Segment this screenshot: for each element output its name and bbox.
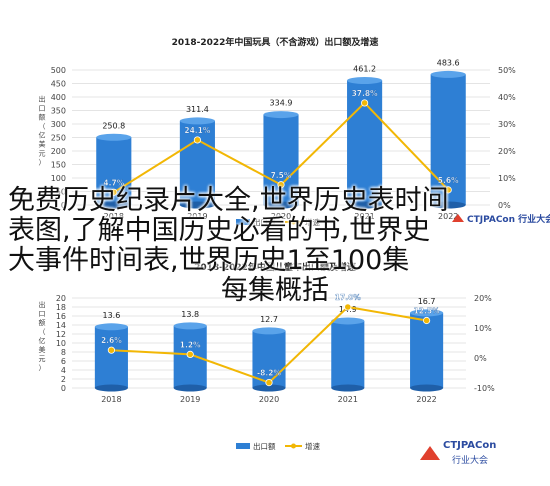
- bar-cap-2019: [174, 322, 207, 329]
- y-left-tick-label: 12: [56, 330, 66, 339]
- bar-2021: [331, 321, 364, 388]
- x-tick-label: 2018: [101, 395, 121, 404]
- overlay-line-1: 免费历史纪录片大全,世界历史表时间: [8, 185, 449, 216]
- y-right-tick-label: 50%: [498, 66, 516, 75]
- bar-cap-2018: [95, 323, 128, 330]
- y-left-axis-label-char: 美: [39, 345, 46, 354]
- overlay-line-3: 大事件时间表,世界历史1至100集: [8, 245, 409, 276]
- y-left-axis-label-char: ）: [39, 159, 46, 167]
- growth-value-label: -8.2%: [257, 369, 281, 378]
- y-left-tick-label: 8: [61, 348, 66, 357]
- growth-value-label: 37.8%: [352, 89, 379, 98]
- growth-point: [187, 351, 193, 357]
- bar-base-2018: [95, 385, 128, 392]
- badge-triangle-icon: [420, 446, 440, 460]
- y-left-tick-label: 6: [61, 357, 66, 366]
- y-left-tick-label: 500: [51, 66, 66, 75]
- y-left-axis-label-char: 出: [39, 95, 46, 104]
- bar-value-label: 461.2: [353, 64, 376, 73]
- legend-swatch-line-dot: [291, 444, 296, 449]
- bar-value-label: 483.6: [437, 58, 460, 67]
- y-right-tick-label: 10%: [474, 324, 492, 333]
- y-left-tick-label: 350: [51, 107, 66, 116]
- bar-value-label: 12.7: [260, 315, 278, 324]
- growth-value-label: 12.5%: [414, 307, 441, 316]
- bar-cap-2022: [431, 71, 466, 78]
- legend-label-bar: 出口额: [253, 441, 276, 451]
- growth-point: [108, 347, 114, 353]
- y-left-axis-label-char: 额: [39, 113, 46, 122]
- y-left-tick-label: 10: [56, 339, 66, 348]
- y-left-tick-label: 4: [61, 366, 66, 375]
- y-left-tick-label: 400: [51, 93, 66, 102]
- legend-swatch-bar: [236, 443, 250, 449]
- y-left-axis-label-char: （: [39, 328, 46, 336]
- y-right-tick-label: 0%: [474, 354, 487, 363]
- growth-value-label: 2.6%: [101, 336, 122, 345]
- bar-cap-2019: [180, 117, 215, 124]
- source-badge-bottom: 行业大会: [452, 454, 488, 466]
- y-left-axis-label-char: 亿: [39, 336, 46, 345]
- bar-2022: [410, 313, 443, 388]
- x-tick-label: 2020: [259, 395, 279, 404]
- y-right-tick-label: 40%: [498, 93, 516, 102]
- y-right-tick-label: 10%: [498, 174, 516, 183]
- y-left-axis-label-char: 额: [39, 318, 46, 327]
- x-tick-label: 2022: [416, 395, 436, 404]
- y-left-tick-label: 0: [61, 384, 66, 393]
- growth-point: [423, 317, 429, 323]
- bar-value-label: 250.8: [102, 121, 125, 130]
- legend-label-line: 增速: [305, 441, 320, 451]
- bar-cap-2020: [263, 111, 298, 118]
- bar-base-2021: [331, 385, 364, 392]
- y-left-tick-label: 300: [51, 120, 66, 129]
- chart-title: 2018-2022年中国玩具（不含游戏）出口额及增速: [172, 36, 379, 48]
- bar-value-label: 334.9: [270, 99, 293, 108]
- growth-value-label: 7.5%: [271, 171, 292, 180]
- growth-point: [194, 137, 200, 143]
- y-left-tick-label: 450: [51, 80, 66, 89]
- y-left-axis-label-char: 美: [39, 140, 46, 149]
- growth-value-label: 24.1%: [184, 126, 211, 135]
- bar-value-label: 13.8: [181, 310, 199, 319]
- y-left-tick-label: 150: [51, 161, 66, 170]
- y-right-tick-label: 20%: [498, 147, 516, 156]
- x-tick-label: 2019: [180, 395, 200, 404]
- bar-base-2019: [174, 385, 207, 392]
- y-right-tick-label: -10%: [474, 384, 495, 393]
- y-left-axis-label-char: （: [39, 123, 46, 131]
- y-left-axis-label-char: 元: [39, 150, 46, 158]
- y-left-tick-label: 16: [56, 312, 66, 321]
- y-right-tick-label: 30%: [498, 120, 516, 129]
- y-left-axis-label-char: 口: [39, 105, 46, 113]
- y-left-tick-label: 250: [51, 134, 66, 143]
- y-left-axis-label-char: 口: [39, 310, 46, 318]
- growth-value-label: 1.2%: [180, 340, 201, 349]
- y-left-tick-label: 14: [56, 321, 66, 330]
- y-left-axis-label-char: 亿: [39, 131, 46, 140]
- growth-value-label: 5.6%: [438, 176, 459, 185]
- source-badge-top: CTJPACon: [443, 440, 496, 451]
- y-left-axis-label-char: 元: [39, 355, 46, 363]
- y-left-tick-label: 100: [51, 174, 66, 183]
- bar-value-label: 13.6: [102, 311, 120, 320]
- bar-value-label: 311.4: [186, 105, 209, 114]
- overlay-line-4: 每集概括: [8, 276, 542, 306]
- y-left-tick-label: 200: [51, 147, 66, 156]
- overlay-headline[interactable]: 免费历史纪录片大全,世界历史表时间 表图,了解中国历史必看的书,世界史 大事件时…: [8, 186, 542, 306]
- bar-base-2022: [410, 385, 443, 392]
- bar-cap-2021: [347, 77, 382, 84]
- bar-cap-2020: [252, 327, 285, 334]
- growth-point: [361, 100, 367, 106]
- growth-point: [266, 379, 272, 385]
- bar-cap-2018: [96, 134, 131, 141]
- x-tick-label: 2021: [338, 395, 358, 404]
- y-left-tick-label: 2: [61, 375, 66, 384]
- overlay-line-2: 表图,了解中国历史必看的书,世界史: [8, 215, 430, 246]
- y-left-axis-label-char: ）: [39, 364, 46, 372]
